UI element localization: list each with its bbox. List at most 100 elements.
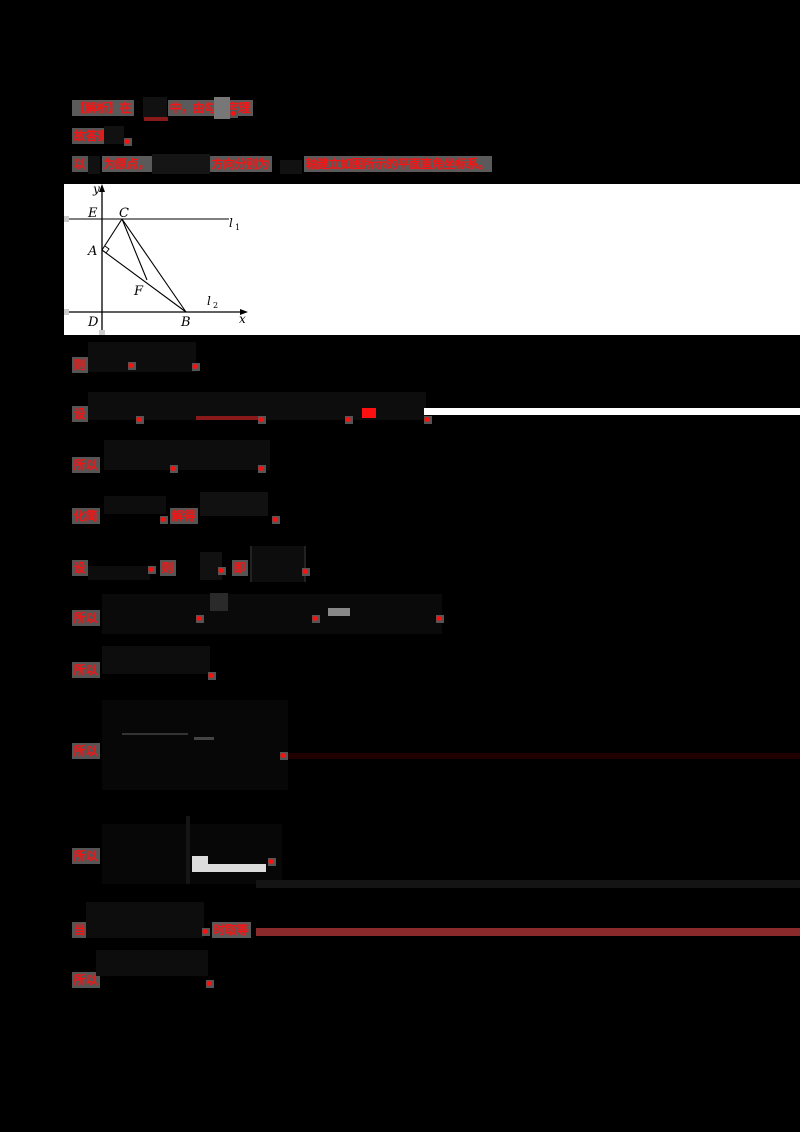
period-mark (424, 416, 432, 424)
step-math (102, 700, 288, 790)
step-tag-3-text: 即 (234, 561, 247, 575)
label-l2-sub: 2 (213, 301, 218, 310)
label-l1: l (229, 216, 233, 230)
label-C: C (119, 206, 129, 221)
line3-d-text: 轴建立如图所示的平面直角坐标系。 (306, 157, 491, 171)
period-mark (160, 516, 168, 524)
step-math (102, 824, 282, 884)
math-sym (210, 593, 228, 611)
step-tag-text: 所以 (74, 611, 99, 625)
step-tag-2-text: 则 (162, 561, 175, 575)
period-mark (192, 363, 200, 371)
step-tag-text: 所以 (74, 458, 99, 472)
step-tag: 所以 (72, 848, 101, 864)
step-tag: 设 (72, 406, 89, 422)
period-mark (268, 858, 276, 866)
step-tag: 所以 (72, 610, 101, 626)
period-mark (280, 752, 288, 760)
period-mark (124, 138, 132, 146)
underline-mark (144, 117, 168, 121)
step-math (104, 440, 270, 470)
math-inline (214, 97, 230, 119)
label-F: F (133, 284, 144, 299)
label-y: y (92, 184, 100, 196)
math-D (88, 156, 100, 174)
dark-red-line (256, 928, 800, 936)
label-l1-sub: 1 (235, 223, 240, 232)
line3-a: 以 (72, 156, 89, 172)
step-math (102, 594, 442, 634)
label-E: E (87, 206, 98, 221)
line3-c-text: 方向分别为 (212, 157, 270, 171)
period-mark (208, 672, 216, 680)
period-mark (436, 615, 444, 623)
step-math (96, 950, 208, 976)
period-mark (218, 567, 226, 575)
line3-b-text: 为原点， (104, 157, 151, 171)
analysis-label: 【解析】在 (74, 101, 132, 115)
period-mark (258, 416, 266, 424)
step-tag: 所以 (72, 457, 101, 473)
period-mark (170, 465, 178, 473)
step-math (102, 646, 210, 674)
step-math (88, 566, 150, 580)
red-marker (362, 408, 376, 418)
step-tag-2: 则 (160, 560, 177, 576)
white-strip (424, 408, 800, 415)
step-tag-text: 设 (74, 561, 87, 575)
step-math-3 (250, 546, 306, 582)
period-mark (312, 615, 320, 623)
period-mark (302, 568, 310, 576)
math-DB-DE (152, 154, 210, 174)
math-inline (143, 97, 167, 119)
underline-mark (196, 416, 262, 420)
step-tag-text: 化简 (74, 509, 99, 523)
period-mark (202, 928, 210, 936)
step-tag: 当 (72, 922, 89, 938)
period-mark (136, 416, 144, 424)
geometry-figure: y E C l 1 A F l 2 D B x (64, 182, 248, 335)
period-mark (230, 110, 238, 118)
step-math (86, 902, 204, 938)
period-mark (206, 980, 214, 988)
step-tag: 设 (72, 560, 89, 576)
line1-tail-text: 中，由勾股定理 (170, 101, 251, 115)
period-mark (148, 566, 156, 574)
brace (186, 816, 190, 884)
period-mark (272, 516, 280, 524)
step-tag-2: 解得 (170, 508, 199, 524)
math-sym (328, 608, 350, 616)
step-tag-2-text: 解得 (172, 509, 197, 523)
step-tag: 所以 (72, 743, 101, 759)
frac-bar (194, 737, 214, 740)
line1-tail: 中，由勾股定理 (168, 100, 253, 116)
step-math (104, 496, 166, 514)
label-l2: l (207, 294, 211, 308)
analysis-heading: 【解析】在 (72, 100, 134, 116)
step-tag-text: 所以 (74, 973, 99, 987)
step-tag-2: 时取等 (212, 922, 251, 938)
step-tag-2-text: 时取等 (214, 923, 249, 937)
line3-d: 轴建立如图所示的平面直角坐标系。 (304, 156, 493, 172)
step-tag: 所以 (72, 662, 101, 678)
period-mark (345, 416, 353, 424)
answer-value (104, 126, 124, 144)
line3-b: 为原点， (102, 156, 153, 172)
step-tag-text: 所以 (74, 744, 99, 758)
dark-line (256, 880, 800, 888)
grey-box-notch (208, 856, 266, 864)
label-x: x (239, 312, 246, 326)
coordinate-diagram: y E C l 1 A F l 2 D B x (64, 182, 248, 335)
step-math (88, 342, 196, 372)
period-mark (196, 615, 204, 623)
step-tag-3: 即 (232, 560, 249, 576)
figure-whitespace (248, 184, 800, 335)
period-mark (258, 465, 266, 473)
label-D: D (87, 315, 99, 330)
step-tag-text: 设 (74, 407, 87, 421)
line3-a-text: 以 (74, 157, 87, 171)
step-tag-text: 所以 (74, 849, 99, 863)
step-tag-text: 当 (74, 923, 87, 937)
frac-bar (122, 733, 188, 735)
line3-c: 方向分别为 (210, 156, 272, 172)
